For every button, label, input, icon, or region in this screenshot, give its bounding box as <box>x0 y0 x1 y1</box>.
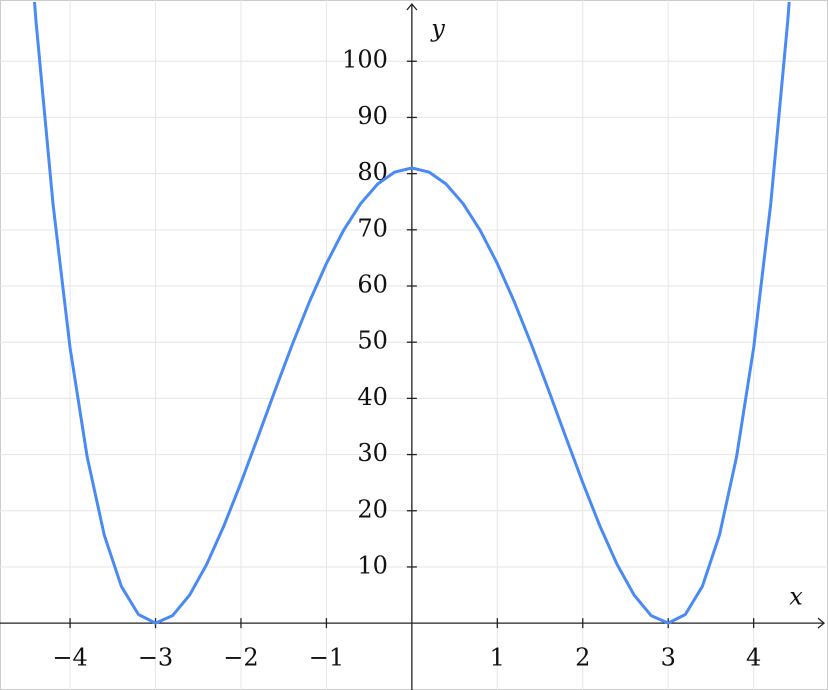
y-tick-label: 100 <box>342 46 388 74</box>
x-tick-label: −1 <box>309 644 344 672</box>
x-tick-label: 1 <box>490 644 505 672</box>
x-tick-label: 2 <box>575 644 590 672</box>
x-tick-label: 3 <box>661 644 676 672</box>
y-axis-arrow <box>406 2 418 11</box>
x-axis-label: x <box>789 583 803 611</box>
y-tick-label: 90 <box>357 102 388 130</box>
y-tick-label: 40 <box>357 383 388 411</box>
x-tick-label: 4 <box>746 644 761 672</box>
curve <box>33 2 791 625</box>
x-tick-label: −4 <box>52 644 87 672</box>
x-tick-label: −2 <box>223 644 258 672</box>
y-tick-label: 60 <box>357 271 388 299</box>
y-tick-label: 70 <box>357 214 388 242</box>
y-axis-label: y <box>430 15 445 43</box>
x-axis-arrow <box>817 617 826 629</box>
y-tick-label: 30 <box>357 439 388 467</box>
y-tick-label: 20 <box>357 495 388 523</box>
x-tick-label: −3 <box>138 644 173 672</box>
y-tick-label: 50 <box>357 327 388 355</box>
y-tick-label: 10 <box>357 551 388 579</box>
